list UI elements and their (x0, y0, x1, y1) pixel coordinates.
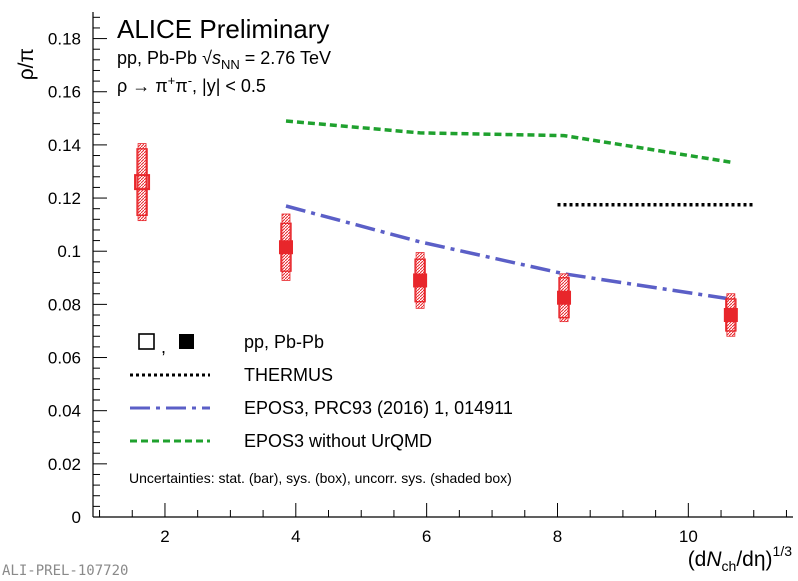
y-tick-label: 0.04 (48, 402, 81, 421)
y-tick-label: 0.18 (48, 30, 81, 49)
subtitle-root-sign: √ (202, 48, 212, 68)
watermark: ALI-PREL-107720 (2, 563, 128, 579)
marker-filled-square (413, 273, 428, 288)
x-label-open: (d (688, 548, 707, 571)
y-ticks: 0 0.02 0.04 0.06 0.08 0.1 0.12 0.14 0.16 0.18 (48, 16, 107, 527)
legend-pp-marker (138, 333, 155, 350)
x-tick-label: 10 (679, 527, 698, 546)
marker-filled-square (723, 308, 738, 322)
axes (92, 12, 793, 518)
data-points (134, 143, 738, 337)
chart-title: ALICE Preliminary (117, 14, 329, 44)
legend-label-thermus: THERMUS (244, 365, 333, 385)
x-label-power: 1/3 (773, 543, 793, 559)
decay-pi: π (175, 76, 187, 96)
x-tick-label: 6 (422, 527, 431, 546)
y-tick-label: 0.02 (48, 455, 81, 474)
y-tick-label: 0 (72, 508, 81, 527)
x-tick-label: 4 (291, 527, 300, 546)
legend: , pp, Pb-Pb THERMUS EPOS3, PRC93 (2016) … (130, 332, 513, 451)
y-tick-label: 0.1 (57, 242, 81, 261)
legend-label-epos3: EPOS3, PRC93 (2016) 1, 014911 (244, 398, 513, 418)
uncertainty-note: Uncertainties: stat. (bar), sys. (box), … (129, 470, 512, 486)
y-axis-label: ρ/π (15, 48, 38, 80)
x-tick-label: 8 (553, 527, 562, 546)
y-tick-label: 0.08 (48, 295, 81, 314)
x-label-deta: /dη) (736, 548, 772, 571)
legend-label-pp-pbpb: pp, Pb-Pb (244, 332, 324, 352)
y-tick-label: 0.12 (48, 189, 81, 208)
chart-subtitle: pp, Pb-Pb √sNN = 2.76 TeV (117, 48, 331, 72)
y-tick-label: 0.14 (48, 136, 81, 155)
x-label-n: N (706, 548, 722, 571)
x-axis-label: (dNch/dη)1/3 (688, 543, 793, 574)
data-point-pp-0 (134, 143, 151, 222)
x-tick-label: 2 (160, 527, 169, 546)
uncorr-sys-box (137, 143, 147, 222)
decay-channel: ρ → π+π-, |y| < 0.5 (117, 73, 266, 96)
subtitle-energy: = 2.76 TeV (240, 48, 331, 68)
decay-minus: - (188, 73, 192, 88)
legend-pbpb-marker (179, 334, 194, 349)
subtitle-root: s (212, 48, 221, 68)
x-ticks: 2 4 6 8 10 (99, 503, 787, 546)
y-tick-label: 0.06 (48, 349, 81, 368)
data-point-pb-pb-2 (557, 273, 572, 323)
model-lines (285, 119, 754, 301)
marker-open-square (134, 174, 151, 191)
legend-marker-separator: , (161, 337, 166, 357)
subtitle-sub: NN (221, 57, 240, 72)
decay-rho: ρ → π (117, 76, 168, 96)
model-curve-1 (285, 204, 732, 301)
subtitle-system: pp, Pb-Pb (117, 48, 202, 68)
decay-plus: + (168, 73, 176, 88)
x-label-ch: ch (722, 558, 737, 574)
data-point-pb-pb-3 (723, 293, 738, 337)
sys-box (136, 148, 148, 217)
legend-label-epos3-no-urqmd: EPOS3 without UrQMD (244, 431, 432, 451)
data-point-pb-pb-1 (413, 252, 428, 309)
data-point-pb-pb-0 (278, 213, 293, 281)
y-tick-label: 0.16 (48, 83, 81, 102)
model-curve-2 (285, 119, 732, 164)
marker-filled-square (557, 290, 572, 305)
marker-filled-square (278, 240, 293, 255)
decay-cut: , |y| < 0.5 (192, 76, 266, 96)
